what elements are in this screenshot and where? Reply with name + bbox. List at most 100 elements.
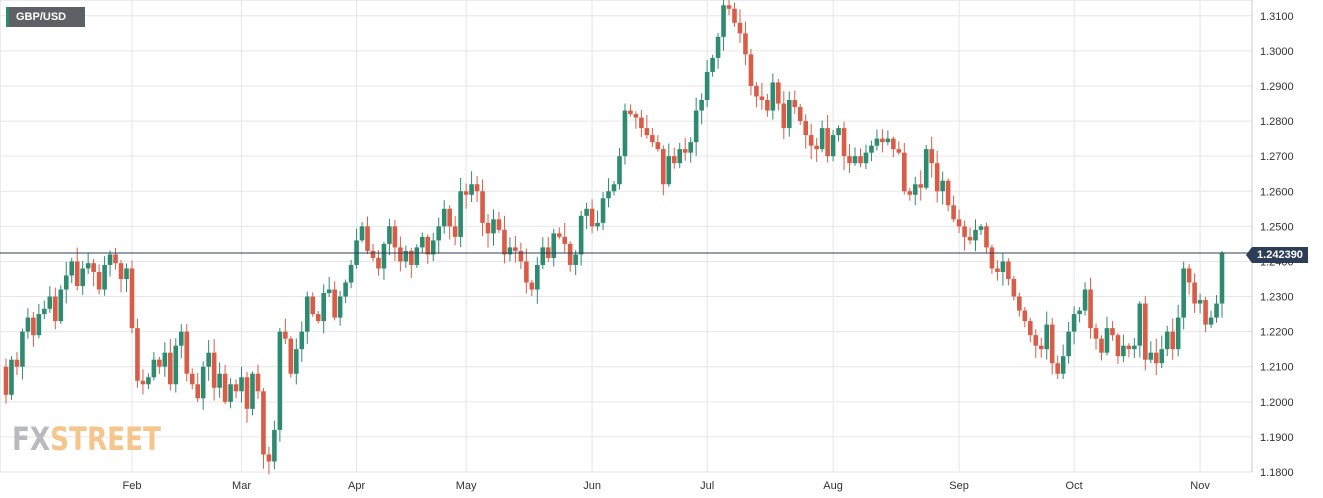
candle-body (217, 373, 222, 388)
candle-body (606, 191, 611, 199)
candle-body (704, 71, 710, 101)
candle-down (96, 264, 102, 295)
candle-up (239, 366, 244, 403)
candle-body (365, 226, 370, 251)
candle-body (1186, 268, 1192, 283)
candle-down (1088, 277, 1093, 339)
candle-up (304, 291, 310, 344)
candle-body (1121, 345, 1126, 357)
candle-down (113, 247, 118, 270)
candle-up (885, 130, 891, 146)
candle-down (1192, 273, 1197, 313)
candle-down (814, 138, 819, 162)
candle-body (283, 331, 288, 339)
candle-down (31, 311, 36, 347)
candle-up (151, 352, 157, 381)
candle-down (995, 260, 1000, 281)
candle-down (168, 338, 173, 391)
candle-body (666, 156, 672, 185)
candle-down (567, 241, 573, 272)
candle-body (113, 254, 118, 264)
candle-down (157, 357, 162, 374)
candle-body (343, 282, 348, 297)
candle-up (923, 144, 929, 190)
candle-body (660, 149, 666, 185)
candle-down (847, 144, 852, 173)
candle-down (660, 145, 666, 196)
candle-down (480, 179, 485, 237)
candle-down (1110, 321, 1115, 341)
candle-body (1126, 345, 1132, 350)
candle-up (1148, 341, 1154, 363)
candle-body (1099, 338, 1104, 353)
candle-body (513, 247, 518, 251)
candle-body (96, 271, 102, 290)
candle-up (102, 256, 107, 296)
candle-body (715, 36, 721, 58)
candle-body (370, 250, 376, 258)
candle-up (414, 244, 420, 268)
candle-body (233, 384, 239, 392)
candle-body (157, 359, 162, 367)
candle-body (551, 233, 557, 258)
candle-down (628, 104, 633, 117)
candle-up (1121, 334, 1126, 363)
candle-up (1219, 250, 1225, 318)
candle-body (392, 226, 398, 248)
x-tick-label: Mar (232, 480, 251, 492)
candle-body (294, 349, 299, 374)
y-tick-label: 1.2000 (1260, 397, 1294, 409)
candle-body (74, 261, 80, 287)
candle-body (1044, 324, 1050, 350)
candle-down (655, 135, 661, 152)
candle-up (124, 263, 129, 292)
candle-up (178, 324, 184, 359)
candle-body (80, 268, 85, 287)
candle-down (644, 114, 650, 139)
candle-body (58, 289, 64, 322)
candle-down (956, 209, 962, 234)
candle-body (140, 380, 146, 385)
candle-body (441, 208, 447, 227)
candle-up (1197, 293, 1203, 314)
candle-body (491, 219, 496, 234)
candle-up (217, 362, 222, 398)
candle-up (507, 237, 513, 262)
candle-down (255, 364, 261, 399)
candle-down (74, 247, 80, 291)
candle-down (425, 234, 431, 264)
candle-up (107, 250, 113, 277)
candle-down (266, 446, 272, 475)
candle-body (732, 8, 737, 23)
y-tick-label: 1.1800 (1260, 467, 1294, 479)
candle-body (222, 373, 228, 402)
candle-body (211, 352, 217, 388)
candle-down (929, 136, 934, 178)
candle-down (1186, 264, 1192, 295)
candle-up (677, 142, 683, 169)
candle-down (244, 371, 250, 423)
chart-grid (0, 0, 1253, 473)
candle-body (1181, 268, 1186, 318)
candle-up (1137, 301, 1143, 358)
candle-body (1082, 289, 1088, 311)
y-tick-label: 1.3100 (1260, 11, 1294, 23)
candle-down (376, 249, 381, 276)
candle-body (814, 145, 819, 150)
candle-body (671, 156, 677, 164)
candle-body (1077, 310, 1082, 315)
candle-up (786, 91, 792, 137)
candle-body (409, 250, 414, 265)
candle-up (874, 129, 880, 151)
candle-up (606, 178, 611, 208)
candle-down (1055, 355, 1060, 379)
candle-body (348, 264, 354, 283)
candle-up (441, 200, 447, 234)
candle-up (430, 232, 436, 262)
candle-up (469, 171, 474, 202)
candle-body (332, 289, 337, 318)
candle-up (710, 54, 715, 77)
candle-body (1132, 345, 1137, 350)
candle-body (962, 226, 967, 237)
candle-down (518, 242, 524, 270)
